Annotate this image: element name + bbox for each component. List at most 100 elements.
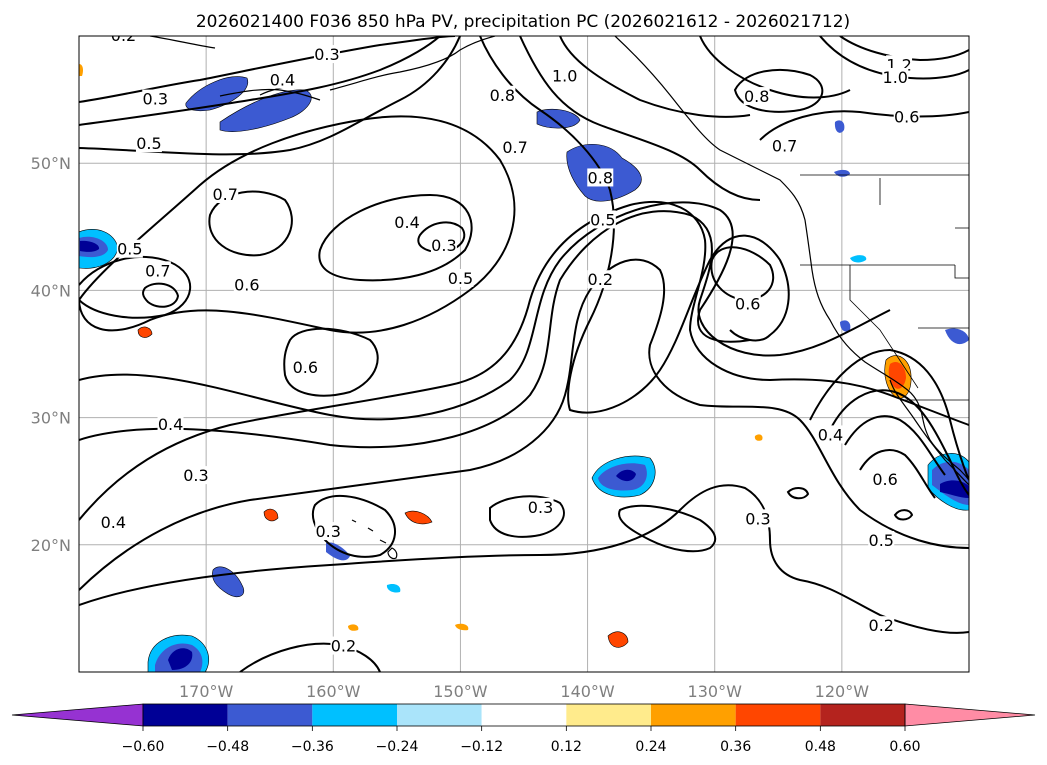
precip-patch [834,120,969,345]
contour-label: 0.6 [292,357,319,377]
colorbar-tick-label: −0.12 [460,739,503,755]
contour-label: 0.6 [872,469,899,489]
colorbar-segment [481,704,567,726]
contour-label-text: 0.4 [158,415,183,434]
contour-line [839,36,969,62]
precip-patch [219,89,312,132]
contour-label-text: 0.3 [143,90,168,109]
contour-line [79,115,516,334]
contour-label: 0.3 [313,45,340,64]
contour-label: 0.4 [269,70,296,90]
contour-label: 0.5 [868,530,895,550]
contour-label-text: 0.8 [588,168,613,187]
contour-label-text: 0.7 [212,185,237,204]
y-tick-label: 40°N [31,281,71,300]
contour-label-text: 0.6 [872,470,897,489]
contour-label-text: 0.6 [234,275,259,294]
contour-line [318,193,473,282]
colorbar-tick-label: 0.24 [635,739,666,755]
contour-line [786,487,810,500]
contour-label: 0.4 [100,513,127,532]
contour-label-text: 1.0 [883,68,908,87]
colorbar: −0.60 −0.48 −0.36 −0.24 −0.12 0.12 0.24 0.36 0.4… [11,703,1036,755]
precip-patch [185,76,249,112]
precip-patch [536,108,581,129]
contour-label: 0.2 [330,636,357,656]
contour-label: 0.4 [817,425,844,444]
colorbar-tick-label: 0.48 [805,739,836,755]
contour-line [79,210,891,449]
alaska-coast [149,36,496,101]
contour-label: 0.2 [110,26,137,45]
contour-line [283,327,379,397]
contour-label: 0.3 [430,235,457,255]
contour-label-text: 0.3 [431,236,456,255]
contour-label: 0.7 [212,185,239,204]
contour-line [79,255,191,319]
x-tick-label: 170°W [179,682,234,701]
colorbar-tick-label: −0.48 [206,739,249,755]
pv-contours [79,36,969,672]
contour-label-text: 0.6 [894,107,919,126]
contour-label: 0.2 [868,616,895,635]
contour-label: 0.3 [142,89,169,109]
precip-patch [79,228,119,269]
colorbar-extend-low [11,703,144,727]
contour-line [79,36,456,103]
contour-line [844,415,946,476]
contour-label-text: 0.6 [735,294,760,313]
contour-label-text: 1.0 [552,67,577,86]
colorbar-tick-label: 0.60 [889,739,920,755]
contour-label-text: 0.4 [394,213,419,232]
hawaii-islands [351,519,398,560]
contour-line [417,221,466,254]
precip-patch [79,64,763,648]
colorbar-segment [820,704,905,726]
contour-label: 0.5 [447,268,474,288]
x-tick-label: 130°W [688,682,743,701]
contour-label: 0.7 [144,261,171,280]
x-tick-label: 140°W [560,682,615,701]
colorbar-segment [397,704,482,726]
contour-label: 0.6 [893,107,920,126]
contour-label: 0.7 [502,137,529,157]
x-tick-label: 150°W [433,682,488,701]
contour-label-text: 0.2 [111,26,136,45]
contour-line [489,495,565,538]
contour-label: 0.8 [489,85,516,105]
contour-line [519,36,761,201]
colorbar-segment [566,704,651,726]
contour-label: 0.3 [182,466,209,485]
contour-label: 0.2 [587,270,614,289]
colorbar-segment [227,704,313,726]
colorbar-tick-label: 0.36 [720,739,751,755]
contour-label: 0.4 [394,212,421,232]
gridlines [79,36,969,672]
contour-line [809,348,969,481]
contour-label-text: 0.3 [528,498,553,517]
map-frame [78,35,970,673]
contour-label-text: 0.4 [270,71,295,90]
contour-label-text: 0.2 [869,616,894,635]
precip-patch [147,634,210,672]
y-tick-label: 20°N [31,536,71,555]
colorbar-tick-label: −0.24 [376,739,419,755]
contour-label: 0.7 [771,136,798,156]
contour-line [79,36,461,156]
contour-line [618,504,717,553]
contour-label: 1.0 [551,66,578,86]
contour-label: 0.5 [116,239,143,259]
contour-labels: 0.20.30.30.40.50.70.50.70.60.40.30.50.61… [100,26,920,656]
contour-label: 1.0 [882,67,909,87]
contour-line [79,201,751,421]
colorbar-segment [735,704,821,726]
contour-label: 0.6 [233,275,260,294]
contour-line [79,484,969,634]
contour-label-text: 0.3 [314,45,339,64]
contour-line [893,509,914,521]
contour-label-text: 0.5 [117,240,142,259]
colorbar-segment [312,704,397,726]
coastlines [149,36,969,560]
precip-patch [591,455,656,498]
contour-label-text: 0.8 [744,87,769,106]
